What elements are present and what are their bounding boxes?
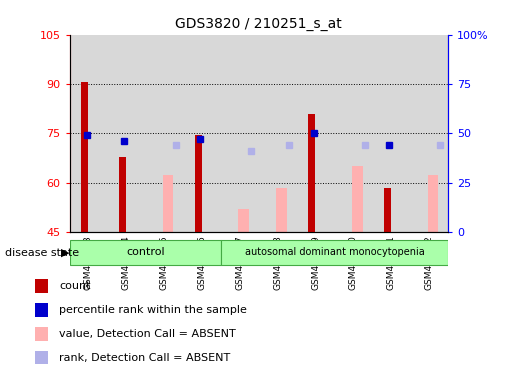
Bar xyxy=(427,175,438,232)
Bar xyxy=(70,35,107,232)
Bar xyxy=(183,35,221,232)
Bar xyxy=(372,35,410,232)
Text: count: count xyxy=(59,281,91,291)
Bar xyxy=(352,166,363,232)
Bar xyxy=(119,157,126,232)
Text: value, Detection Call = ABSENT: value, Detection Call = ABSENT xyxy=(59,329,236,339)
Text: control: control xyxy=(126,247,165,258)
Title: GDS3820 / 210251_s_at: GDS3820 / 210251_s_at xyxy=(176,17,342,31)
Bar xyxy=(221,35,259,232)
Bar xyxy=(259,35,297,232)
Bar xyxy=(297,35,335,232)
Bar xyxy=(410,35,448,232)
Bar xyxy=(221,240,448,265)
Text: disease state: disease state xyxy=(5,248,79,258)
Bar xyxy=(238,209,249,232)
Text: ▶: ▶ xyxy=(61,248,70,258)
Bar xyxy=(195,135,202,232)
Bar xyxy=(81,82,89,232)
Text: percentile rank within the sample: percentile rank within the sample xyxy=(59,305,247,315)
Bar xyxy=(335,35,372,232)
Bar xyxy=(276,188,287,232)
Bar xyxy=(70,240,221,265)
Bar xyxy=(308,114,316,232)
Bar xyxy=(145,35,183,232)
Text: autosomal dominant monocytopenia: autosomal dominant monocytopenia xyxy=(245,247,424,258)
Bar xyxy=(107,35,145,232)
Bar xyxy=(163,175,173,232)
Bar xyxy=(384,188,391,232)
Text: rank, Detection Call = ABSENT: rank, Detection Call = ABSENT xyxy=(59,353,231,362)
